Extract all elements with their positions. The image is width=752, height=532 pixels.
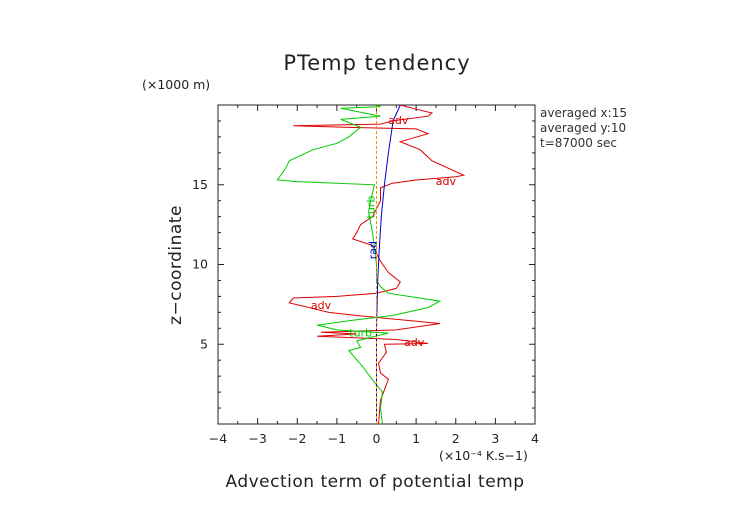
curve-label-adv: adv bbox=[436, 175, 457, 188]
series-line-turb bbox=[276, 104, 442, 425]
plot-area: −4 −3 −2 −1 0 1 2 3 4 5 10 15 adv adv adv adv turb turb ra… bbox=[192, 104, 539, 446]
x-tick-label: 4 bbox=[531, 431, 539, 446]
curve-label-turb: turb bbox=[365, 196, 378, 219]
annotation-avg-y: averaged y:10 bbox=[540, 121, 626, 135]
annotation-avg-x: averaged x:15 bbox=[540, 106, 627, 120]
x-tick-label: −1 bbox=[328, 431, 346, 446]
x-tick-label: 1 bbox=[412, 431, 420, 446]
curve-label-adv: adv bbox=[404, 336, 425, 349]
x-tick-label: −4 bbox=[209, 431, 227, 446]
x-tick-label: −2 bbox=[288, 431, 306, 446]
y-tick-label: 15 bbox=[192, 177, 208, 192]
curve-label-rad: rad bbox=[367, 241, 380, 259]
curve-label-turb: turb bbox=[349, 326, 372, 339]
annotation-time: t=87000 sec bbox=[540, 136, 617, 150]
y-axis-label: z−coordinate bbox=[166, 205, 186, 325]
x-tick-label: 0 bbox=[373, 431, 381, 446]
x-tick-label: 2 bbox=[452, 431, 460, 446]
x-axis-label: Advection term of potential temp bbox=[225, 472, 524, 492]
x-axis-unit: (×10⁻⁴ K.s−1) bbox=[439, 448, 528, 463]
y-tick-label: 10 bbox=[192, 257, 208, 272]
x-tick-label: −3 bbox=[248, 431, 266, 446]
y-axis-unit: (×1000 m) bbox=[142, 77, 210, 92]
run-annotations: averaged x:15 averaged y:10 t=87000 sec bbox=[540, 106, 627, 150]
curve-label-adv: adv bbox=[388, 114, 409, 127]
series-line-rad bbox=[376, 104, 401, 424]
curve-label-adv: adv bbox=[311, 299, 332, 312]
chart-title: PTemp tendency bbox=[283, 51, 470, 75]
x-tick-label: 3 bbox=[491, 431, 499, 446]
y-tick-label: 5 bbox=[200, 336, 208, 351]
